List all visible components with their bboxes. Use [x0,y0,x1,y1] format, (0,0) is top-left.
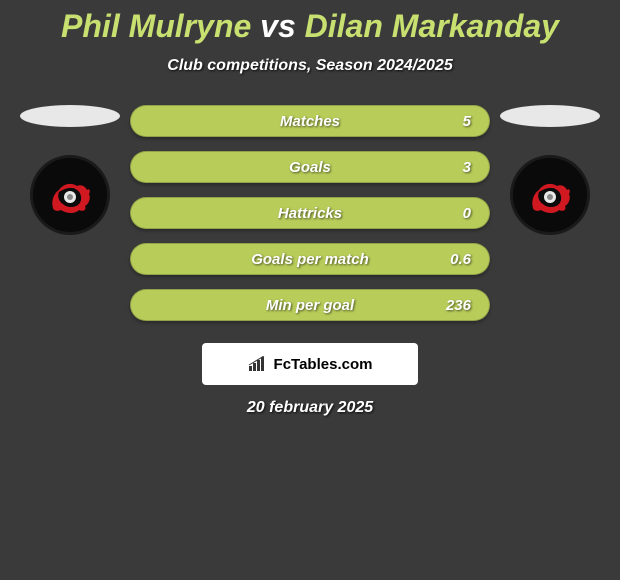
stats-column: Matches 5 Goals 3 Hattricks 0 Goals per … [130,105,490,321]
player2-name: Dilan Markanday [305,8,559,44]
stat-label: Matches [280,113,340,130]
player2-column [500,105,600,235]
player1-club-badge [30,155,110,235]
stat-bar-hattricks: Hattricks 0 [130,197,490,229]
stat-bar-matches: Matches 5 [130,105,490,137]
player1-name: Phil Mulryne [61,8,251,44]
stat-right-value: 3 [451,159,471,176]
stat-right-value: 5 [451,113,471,130]
stat-label: Min per goal [266,297,354,314]
stat-right-value: 0 [451,205,471,222]
bar-chart-icon [248,356,268,372]
dragon-icon [525,170,575,220]
subtitle: Club competitions, Season 2024/2025 [0,57,620,75]
player2-club-badge [510,155,590,235]
comparison-row: Matches 5 Goals 3 Hattricks 0 Goals per … [0,105,620,321]
player2-avatar-placeholder [500,105,600,127]
stat-label: Goals [289,159,331,176]
stat-bar-min-per-goal: Min per goal 236 [130,289,490,321]
comparison-title: Phil Mulryne vs Dilan Markanday [0,8,620,45]
fctables-logo[interactable]: FcTables.com [202,343,418,385]
dragon-icon [45,170,95,220]
stat-bar-goals: Goals 3 [130,151,490,183]
stat-right-value: 236 [446,297,471,314]
player1-avatar-placeholder [20,105,120,127]
vs-text: vs [260,8,296,44]
stat-label: Goals per match [251,251,369,268]
player1-column [20,105,120,235]
logo-text: FcTables.com [274,356,373,373]
stat-bar-goals-per-match: Goals per match 0.6 [130,243,490,275]
stat-label: Hattricks [278,205,342,222]
stat-right-value: 0.6 [450,251,471,268]
date-text: 20 february 2025 [0,399,620,417]
